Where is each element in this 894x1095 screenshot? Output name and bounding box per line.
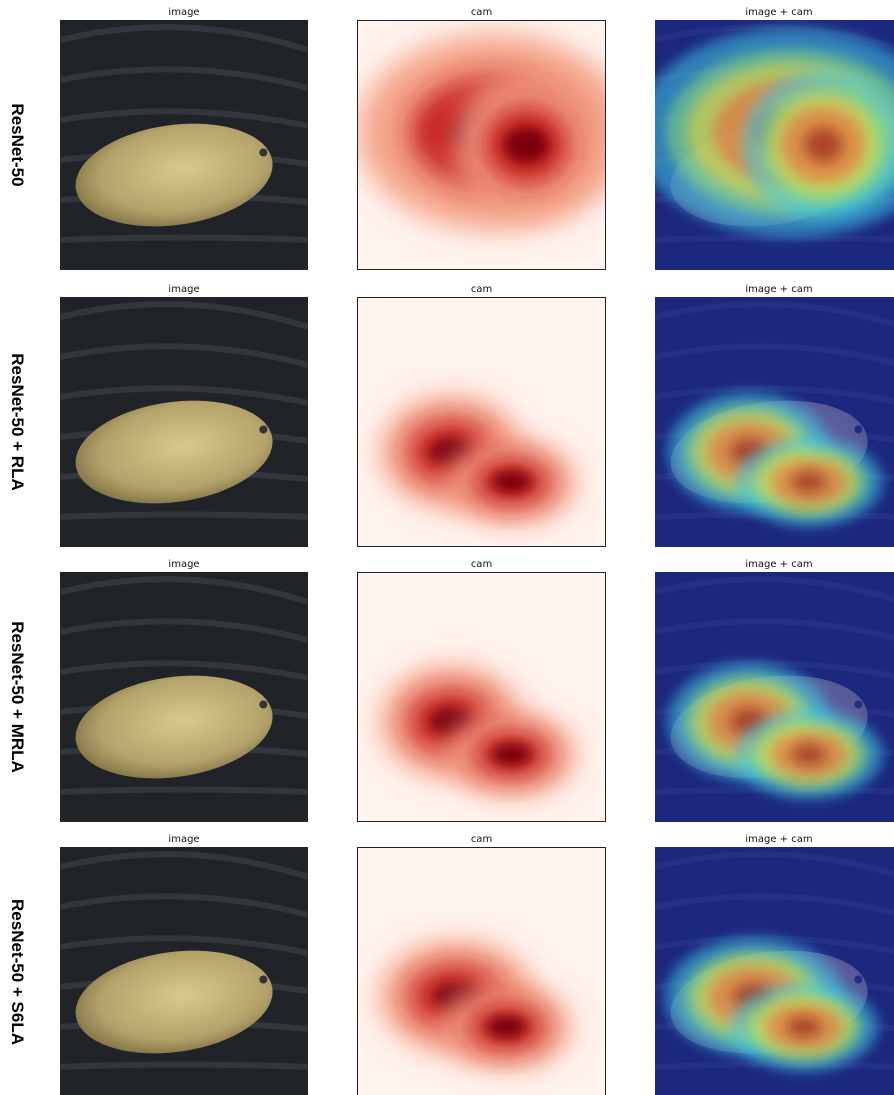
row-label: ResNet-50 + RLA (8, 353, 27, 490)
cloth-fold (60, 1065, 308, 1068)
panel-title: image (168, 834, 199, 845)
cam-peak (486, 1017, 526, 1038)
cam-peak (491, 472, 531, 493)
panel-title: image + cam (745, 7, 812, 18)
cloth-fold (60, 790, 308, 793)
row-label: ResNet-50 + MRLA (8, 621, 27, 773)
panel (635, 20, 894, 270)
panel (357, 847, 606, 1095)
panel (655, 572, 894, 822)
cloth-fold (60, 515, 308, 518)
panel-title: image (168, 284, 199, 295)
overlay-heat (791, 744, 826, 765)
panel (357, 20, 630, 270)
panel (60, 847, 308, 1095)
panel (357, 297, 606, 547)
page: ResNet-50 image cam image + cam ResNet-50 + … (0, 0, 894, 1095)
row-label: ResNet-50 (8, 103, 27, 186)
figure: ResNet-50 image cam image + cam ResNet-50 + … (0, 0, 894, 1095)
panel-title: cam (471, 7, 492, 18)
fish-eye (259, 976, 267, 984)
panel-title: cam (471, 834, 492, 845)
panel (60, 297, 308, 547)
cam-peak (491, 744, 531, 765)
panel-title: image (168, 559, 199, 570)
panel (655, 297, 894, 547)
panel-title: image + cam (745, 559, 812, 570)
overlay-heat (786, 1017, 821, 1038)
panel-title: image + cam (745, 284, 812, 295)
panel (655, 847, 894, 1095)
fish-eye (259, 426, 267, 434)
cam-peak (504, 128, 548, 163)
panel (60, 20, 308, 270)
row-label: ResNet-50 + S6LA (8, 899, 27, 1045)
overlay-heat (805, 128, 843, 163)
fish-eye (259, 149, 267, 157)
fish-eye (259, 701, 267, 709)
panel (60, 572, 308, 822)
panel (357, 572, 606, 822)
panel-title: image (168, 7, 199, 18)
panel-title: cam (471, 284, 492, 295)
panel-title: image + cam (745, 834, 812, 845)
panel-title: cam (471, 559, 492, 570)
overlay-heat (791, 472, 826, 493)
cloth-fold (60, 238, 308, 241)
